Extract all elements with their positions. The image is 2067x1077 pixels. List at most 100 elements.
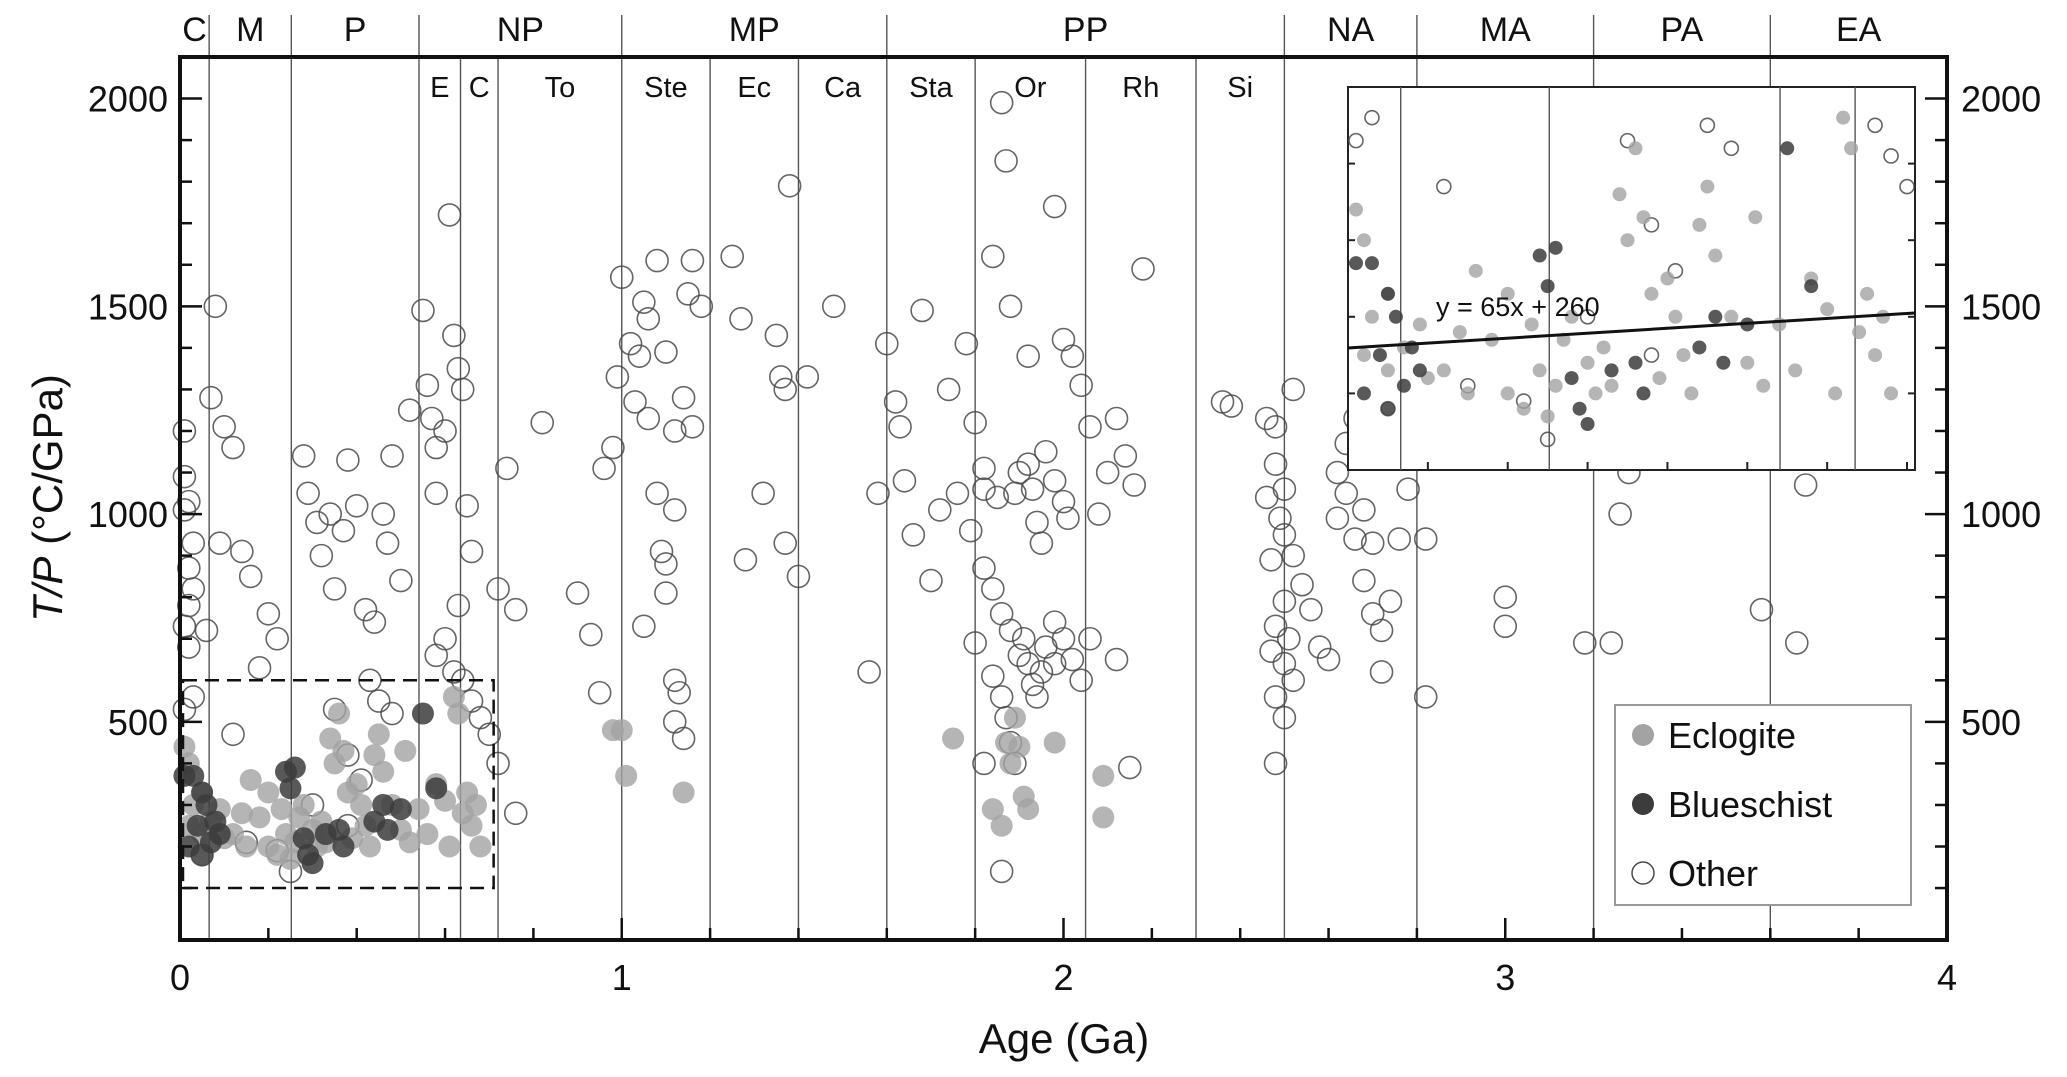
era-label: M	[236, 11, 264, 49]
data-point-other	[181, 685, 206, 709]
y-tick-label-right: 1500	[1961, 286, 2041, 327]
data-point-other	[221, 435, 245, 460]
data-point-other	[1281, 668, 1306, 693]
data-point-other	[1643, 347, 1660, 363]
y-axis-title: T/P (°C/GPa)	[24, 374, 71, 622]
data-point-blueschist	[425, 777, 448, 800]
data-point-other	[181, 531, 206, 555]
data-point-other	[199, 385, 223, 410]
data-point-other	[177, 635, 201, 659]
data-point-other	[1016, 651, 1040, 676]
y-tick-label-left: 1000	[88, 494, 168, 535]
legend: Eclogite Blueschist Other	[1614, 704, 1912, 906]
data-point-eclogite	[1412, 317, 1427, 332]
data-point-other	[212, 415, 236, 439]
data-point-other	[958, 518, 983, 543]
data-point-other	[662, 668, 687, 693]
data-point-eclogite	[1588, 386, 1603, 401]
data-point-blueschist	[1396, 378, 1411, 393]
period-label: Ca	[824, 72, 862, 104]
legend-marker-other	[1631, 861, 1655, 885]
data-point-other	[1723, 140, 1740, 157]
period-label: C	[469, 72, 490, 104]
data-point-other	[654, 581, 678, 605]
time-scale-labels: C M P NP MP PP NA MA PA EAE C To Ste Ec Ca Sta Or Rh Si	[182, 11, 1881, 104]
data-point-eclogite	[394, 739, 417, 762]
data-point-blueschist	[208, 823, 231, 846]
data-point-eclogite	[1092, 764, 1115, 787]
data-point-eclogite	[1003, 706, 1026, 729]
data-point-other	[1131, 257, 1155, 281]
data-point-other	[442, 323, 466, 348]
data-point-other	[733, 547, 758, 572]
data-point-other	[424, 481, 449, 506]
y-tick-label-left: 1500	[88, 286, 168, 327]
data-point-other	[565, 581, 590, 605]
data-point-eclogite	[1668, 309, 1683, 324]
data-point-blueschist	[1372, 348, 1387, 363]
data-point-other	[331, 518, 356, 543]
period-label: Si	[1227, 72, 1253, 104]
era-label: P	[344, 11, 367, 49]
data-point-other	[1263, 614, 1288, 639]
data-point-other	[1883, 148, 1899, 164]
era-label: MA	[1480, 11, 1531, 49]
data-point-blueschist	[1540, 279, 1555, 294]
data-point-other	[247, 656, 272, 680]
data-point-other	[318, 502, 342, 526]
era-label: PA	[1661, 11, 1704, 49]
data-point-other	[433, 419, 457, 443]
data-point-other	[1020, 672, 1045, 697]
period-label: Sta	[909, 72, 953, 104]
data-point-other	[468, 705, 493, 730]
data-point-other	[1254, 406, 1279, 431]
data-point-other	[1263, 751, 1288, 776]
data-point-blueschist	[1412, 363, 1427, 378]
data-point-other	[989, 602, 1014, 626]
data-point-blueschist	[1628, 355, 1643, 370]
data-point-eclogite	[1348, 202, 1363, 217]
data-point-eclogite	[1652, 371, 1667, 386]
data-point-other	[1219, 394, 1244, 418]
data-point-other	[1867, 117, 1883, 134]
data-point-other	[1413, 527, 1438, 551]
data-point-other	[773, 377, 797, 402]
data-point-other	[764, 323, 789, 348]
data-point-eclogite	[257, 781, 280, 804]
data-point-eclogite	[1580, 355, 1595, 370]
period-label: Ste	[644, 72, 688, 104]
data-point-other	[322, 577, 347, 601]
data-point-eclogite	[407, 798, 430, 821]
period-label: E	[430, 72, 449, 104]
x-axis-title: Age (Ga)	[979, 1015, 1149, 1062]
data-point-other	[1352, 498, 1376, 522]
data-point-eclogite	[1828, 386, 1843, 401]
data-point-blueschist	[1692, 340, 1707, 355]
era-label: MP	[729, 11, 780, 49]
data-point-eclogite	[942, 727, 965, 750]
data-point-eclogite	[1660, 271, 1675, 286]
data-point-other	[1493, 585, 1518, 609]
data-point-blueschist	[1364, 256, 1379, 271]
data-point-other	[874, 331, 899, 356]
axes: 0 1 2 3 4 500 500 1000 1000 1500 1500 2000 2000	[88, 55, 2041, 998]
data-point-blueschist	[1604, 363, 1619, 378]
era-label: NA	[1327, 11, 1375, 49]
data-point-eclogite	[1692, 217, 1707, 232]
data-point-eclogite	[288, 806, 311, 829]
data-point-eclogite	[1876, 309, 1891, 324]
data-point-other	[1095, 460, 1120, 485]
data-point-blueschist	[283, 756, 306, 779]
data-point-other	[963, 410, 987, 435]
data-point-other	[1029, 660, 1054, 684]
data-point-eclogite	[672, 781, 695, 804]
data-point-other	[411, 298, 435, 323]
era-label: PP	[1063, 11, 1108, 49]
data-point-eclogite	[460, 814, 483, 837]
data-point-eclogite	[372, 760, 395, 783]
x-tick-label: 2	[1053, 957, 1073, 998]
data-point-blueschist	[1580, 417, 1595, 432]
data-point-eclogite	[1844, 141, 1859, 156]
data-point-eclogite	[442, 685, 465, 708]
data-point-other	[601, 435, 625, 460]
